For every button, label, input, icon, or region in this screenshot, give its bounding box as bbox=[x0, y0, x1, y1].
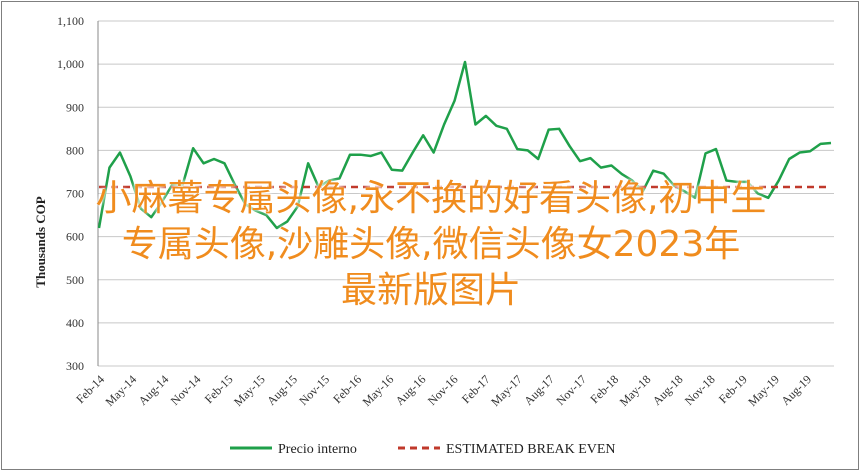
series-line-precio-interno bbox=[97, 60, 832, 230]
series-group bbox=[97, 60, 832, 230]
x-tick-label: Aug-17 bbox=[521, 372, 557, 408]
legend-label-precio-interno: Precio interno bbox=[278, 442, 357, 457]
x-axis-ticks: Feb-14May-14Aug-14Nov-14Feb-15May-15Aug-… bbox=[73, 372, 814, 409]
overlay-line-3: 最新版图片 bbox=[340, 270, 521, 311]
y-tick-label: 300 bbox=[66, 359, 84, 373]
y-tick-label: 700 bbox=[66, 187, 84, 201]
x-tick-label: Feb-16 bbox=[330, 372, 364, 406]
legend-label-break-even: ESTIMATED BREAK EVEN bbox=[446, 442, 616, 457]
grid-lines bbox=[97, 20, 834, 367]
x-tick-label: May-17 bbox=[488, 372, 525, 409]
y-tick-label: 600 bbox=[66, 230, 84, 244]
y-axis-ticks: 300 400 500 600 700 800 900 1,000 1,100 bbox=[57, 14, 84, 373]
x-tick-label: Nov-15 bbox=[296, 372, 332, 408]
x-tick-label: Feb-14 bbox=[73, 372, 107, 406]
y-tick-label: 400 bbox=[66, 316, 84, 330]
x-tick-label: May-16 bbox=[360, 372, 397, 409]
y-tick-label: 900 bbox=[66, 100, 84, 114]
x-tick-label: Feb-15 bbox=[202, 372, 236, 406]
x-tick-label: Aug-15 bbox=[264, 372, 300, 408]
x-tick-label: Nov-16 bbox=[425, 372, 461, 408]
x-tick-label: May-18 bbox=[617, 372, 654, 409]
x-tick-label: Aug-18 bbox=[650, 372, 686, 408]
y-tick-label: 1,100 bbox=[57, 14, 84, 28]
x-tick-label: Feb-18 bbox=[587, 372, 621, 406]
overlay-caption: 小麻薯专属头像,永不换的好看头像,初中生 专属头像,沙雕头像,微信头像女2023… bbox=[0, 176, 862, 314]
x-tick-label: Feb-17 bbox=[459, 372, 493, 406]
y-tick-label: 800 bbox=[66, 143, 84, 157]
legend: Precio interno ESTIMATED BREAK EVEN bbox=[230, 442, 616, 457]
x-tick-label: Nov-18 bbox=[682, 372, 718, 408]
y-axis-label: Thousands COP bbox=[33, 196, 48, 287]
x-tick-label: Aug-16 bbox=[393, 372, 429, 408]
x-tick-label: Nov-17 bbox=[553, 372, 589, 408]
x-tick-label: Feb-19 bbox=[716, 372, 750, 406]
x-tick-label: May-19 bbox=[745, 372, 782, 409]
x-tick-label: May-14 bbox=[102, 372, 139, 409]
x-tick-label: Aug-19 bbox=[778, 372, 814, 408]
y-tick-label: 500 bbox=[66, 273, 84, 287]
overlay-line-2: 专属头像,沙雕头像,微信头像女2023年 bbox=[121, 224, 741, 265]
y-tick-label: 1,000 bbox=[57, 57, 84, 71]
x-tick-label: Aug-14 bbox=[136, 372, 172, 408]
overlay-line-1: 小麻薯专属头像,永不换的好看头像,初中生 bbox=[95, 178, 767, 219]
x-tick-label: May-15 bbox=[231, 372, 268, 409]
x-tick-label: Nov-14 bbox=[168, 372, 204, 408]
